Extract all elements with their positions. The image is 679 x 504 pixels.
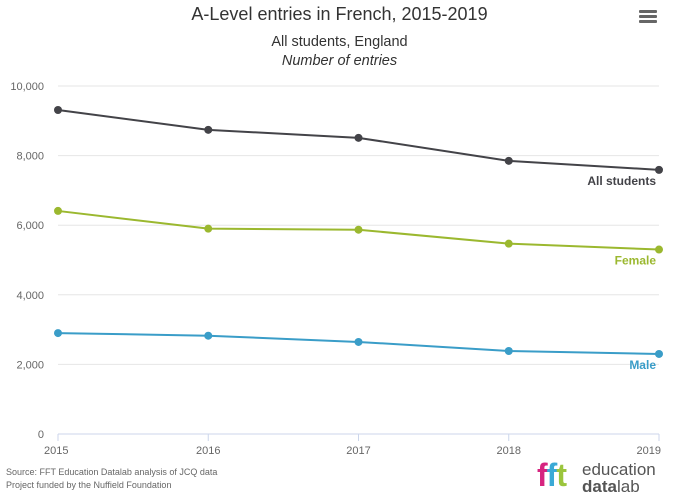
data-point-all-students	[54, 106, 62, 115]
gridlines	[58, 85, 659, 365]
logo-word-lab: lab	[616, 477, 640, 496]
menu-bar	[639, 10, 657, 13]
data-point-female	[354, 225, 363, 234]
series-female: Female	[54, 206, 663, 268]
chart-title: A-Level entries in French, 2015-2019	[191, 4, 488, 24]
menu-bar	[639, 15, 657, 18]
logo-word-datalab: datalab	[582, 478, 640, 495]
y-axis: 0 2,000 4,000 6,000 8,000 10,000	[10, 81, 44, 441]
data-point-all-students	[655, 165, 663, 174]
source-note: Source: FFT Education Datalab analysis o…	[6, 467, 218, 477]
logo-letter-t: t	[556, 457, 567, 493]
data-point-all-students	[204, 125, 213, 134]
data-point-all-students	[504, 156, 513, 165]
series-label-all-students: All students	[587, 174, 656, 188]
data-point-male	[54, 329, 62, 338]
data-point-male	[504, 347, 513, 356]
x-tick-label: 2017	[346, 445, 370, 457]
funding-note: Project funded by the Nuffield Foundatio…	[6, 480, 172, 490]
y-tick-label: 10,000	[10, 81, 44, 93]
y-tick-label: 4,000	[16, 290, 44, 302]
series-male: Male	[54, 329, 663, 372]
data-point-male	[204, 331, 213, 340]
x-tick-label: 2016	[196, 445, 220, 457]
chart-subtitle: All students, England	[271, 34, 408, 50]
x-tick-label: 2018	[497, 445, 521, 457]
data-point-all-students	[354, 133, 363, 142]
y-tick-label: 0	[38, 429, 44, 441]
logo-word-education: education	[582, 460, 656, 479]
y-tick-label: 6,000	[16, 220, 44, 232]
fft-education-datalab-logo: fft education datalab	[537, 459, 677, 499]
series-group: All students Female Male	[54, 106, 663, 372]
data-point-female	[204, 224, 213, 233]
x-axis: 2015 2016 2017 2018 2019	[44, 433, 661, 457]
logo-word-data: data	[582, 477, 617, 496]
data-point-male	[655, 349, 663, 358]
data-point-female	[54, 206, 62, 215]
series-all-students: All students	[54, 106, 663, 188]
data-point-female	[655, 245, 663, 254]
x-tick-label: 2015	[44, 445, 68, 457]
y-tick-label: 2,000	[16, 359, 44, 371]
hamburger-menu-icon[interactable]	[639, 10, 657, 26]
logo-letter-f1: f	[537, 457, 548, 493]
series-label-male: Male	[629, 358, 656, 372]
logo-letter-f2: f	[546, 457, 558, 493]
fft-logo-mark: fft	[537, 457, 567, 493]
series-label-female: Female	[615, 254, 657, 268]
x-tick-label: 2019	[637, 445, 661, 457]
data-point-male	[354, 337, 363, 346]
data-point-female	[504, 239, 513, 248]
chart-subtitle-units: Number of entries	[281, 53, 398, 69]
menu-bar	[639, 20, 657, 23]
y-tick-label: 8,000	[16, 151, 44, 163]
